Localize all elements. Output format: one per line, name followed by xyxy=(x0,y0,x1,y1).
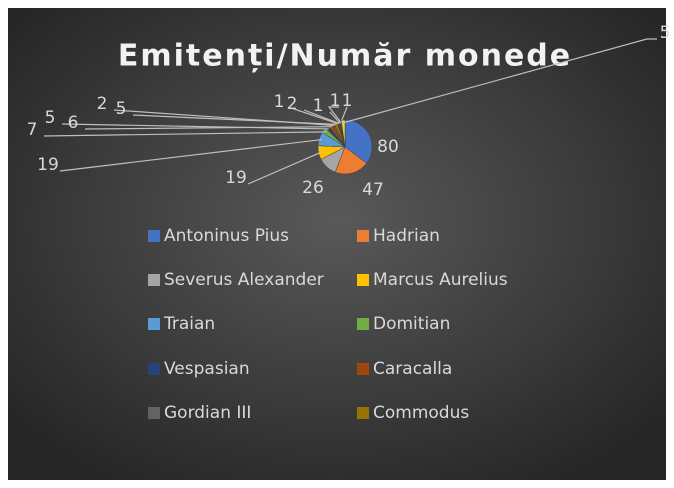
leader-line xyxy=(61,123,329,130)
legend-label: Severus Alexander xyxy=(164,270,324,290)
legend-swatch xyxy=(357,363,369,375)
data-label: 26 xyxy=(302,178,324,198)
data-label: 1 xyxy=(313,96,324,116)
legend-label: Caracalla xyxy=(373,359,452,379)
legend-label: Traian xyxy=(163,314,215,334)
legend-swatch xyxy=(357,230,369,242)
legend-label: Gordian III xyxy=(164,403,251,423)
pie-slice xyxy=(340,119,346,148)
legend-swatch xyxy=(148,230,160,242)
data-label: 5 xyxy=(660,23,671,43)
legend-swatch xyxy=(148,407,160,419)
legend-label: Antoninus Pius xyxy=(164,226,289,246)
data-label: 5 xyxy=(45,108,56,128)
legend-swatch xyxy=(148,318,160,330)
leader-line xyxy=(327,106,342,124)
legend-label: Commodus xyxy=(373,403,469,423)
pie-slice xyxy=(334,146,367,175)
data-label: 1 xyxy=(330,91,341,111)
leader-line xyxy=(343,38,657,124)
pie-slice xyxy=(344,119,373,164)
leader-line xyxy=(303,109,340,125)
leader-line xyxy=(247,151,322,185)
data-label: 1 xyxy=(274,92,285,112)
legend-label: Hadrian xyxy=(373,226,440,246)
data-label: 1 xyxy=(342,91,353,111)
legend-swatch xyxy=(357,274,369,286)
legend-swatch xyxy=(148,274,160,286)
data-label: 47 xyxy=(362,180,384,200)
legend-label: Marcus Aurelius xyxy=(373,270,508,290)
data-label: 6 xyxy=(68,113,79,133)
data-label: 19 xyxy=(225,168,247,188)
data-label: 7 xyxy=(27,120,38,140)
leader-line xyxy=(84,126,332,130)
leader-line xyxy=(329,111,341,124)
data-label: 80 xyxy=(377,137,399,157)
data-label: 2 xyxy=(97,94,108,114)
legend-swatch xyxy=(357,407,369,419)
legend-label: Vespasian xyxy=(164,359,250,379)
leader-line xyxy=(132,114,337,125)
leader-line xyxy=(59,138,322,172)
legend-swatch xyxy=(148,363,160,375)
leader-line xyxy=(43,131,326,137)
chart-title: Emitenți/Număr monede xyxy=(118,39,572,74)
chart-background xyxy=(8,8,666,480)
data-label: 5 xyxy=(116,99,127,119)
data-label: 2 xyxy=(287,94,298,114)
legend-label: Domitian xyxy=(373,314,450,334)
legend-swatch xyxy=(357,318,369,330)
data-label: 19 xyxy=(37,155,59,175)
leader-line xyxy=(290,107,339,125)
